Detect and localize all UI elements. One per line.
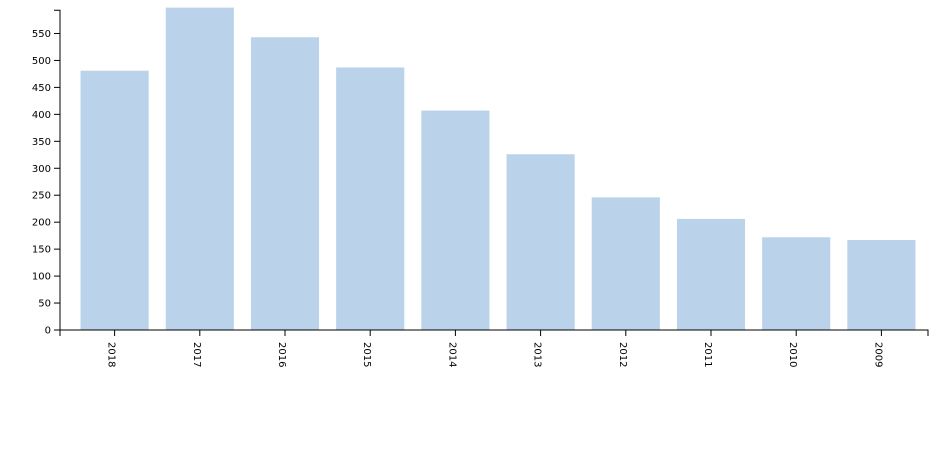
x-tick-label: 2017 — [191, 342, 202, 367]
y-tick-label: 50 — [38, 299, 51, 310]
x-tick-label: 2016 — [276, 342, 287, 367]
x-tick-label: 2018 — [106, 342, 117, 367]
y-tick-label: 400 — [32, 110, 51, 121]
bar-2016 — [250, 37, 320, 330]
x-tick-label: 2013 — [532, 342, 543, 367]
y-tick-label: 200 — [32, 218, 51, 229]
bar-2014 — [421, 110, 490, 330]
y-tick-label: 550 — [32, 29, 51, 40]
bar-2012 — [591, 197, 660, 330]
y-tick-label: 150 — [32, 245, 51, 256]
bar-2018 — [80, 70, 149, 330]
bar-2013 — [506, 154, 575, 330]
y-tick-label: 250 — [32, 191, 51, 202]
bar-2011 — [676, 218, 746, 330]
x-tick-label: 2014 — [446, 342, 457, 367]
x-tick-label: 2011 — [702, 342, 713, 367]
bar-2017 — [165, 7, 234, 331]
bar-2009 — [847, 239, 916, 330]
y-tick-label: 350 — [32, 137, 51, 148]
x-tick-label: 2012 — [617, 342, 628, 367]
bar-2015 — [336, 67, 405, 330]
bar-2010 — [762, 237, 831, 330]
y-tick-label: 500 — [32, 56, 51, 67]
x-tick-label: 2015 — [361, 342, 372, 367]
y-tick-label: 0 — [45, 326, 51, 337]
y-tick-label: 450 — [32, 83, 51, 94]
x-tick-label: 2010 — [787, 342, 798, 367]
y-tick-label: 300 — [32, 164, 51, 175]
x-tick-label: 2009 — [872, 342, 883, 367]
y-tick-label: 100 — [32, 272, 51, 283]
